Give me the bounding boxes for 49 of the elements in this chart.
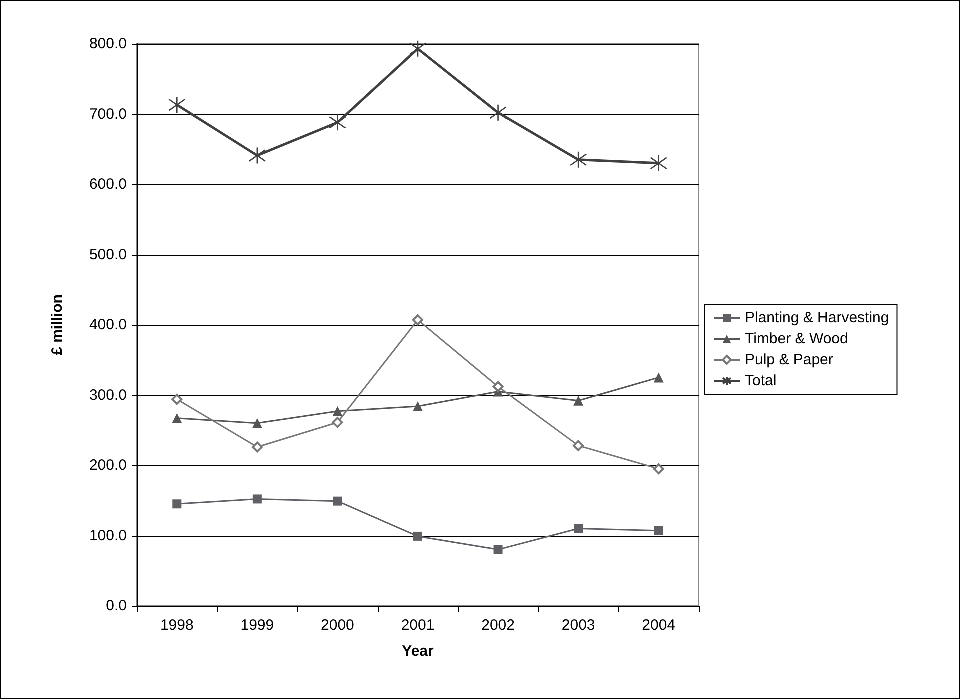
point (252, 494, 262, 504)
y-tick-label: 500.0 (89, 246, 127, 264)
point (414, 532, 422, 541)
point (654, 526, 664, 536)
y-tick-label: 700.0 (89, 106, 127, 123)
y-tick-label: 100.0 (89, 527, 127, 544)
point (570, 151, 588, 169)
point (573, 440, 584, 452)
point (492, 381, 504, 392)
point (574, 396, 584, 406)
legend-label: Planting & Harvesting (745, 310, 890, 326)
point (490, 104, 507, 122)
point (412, 314, 424, 326)
x-tick-label: 2003 (562, 617, 596, 634)
point (409, 40, 427, 58)
legend-label: Total (745, 372, 777, 390)
point (252, 442, 263, 453)
point (172, 413, 182, 424)
y-tick-label: 300.0 (89, 386, 127, 404)
point (494, 545, 503, 554)
point (172, 394, 183, 405)
x-tick-label: 1999 (240, 617, 274, 634)
x-tick-label: 1998 (160, 617, 194, 634)
point (248, 147, 266, 164)
point (650, 154, 668, 172)
y-tick-label: 200.0 (89, 457, 127, 474)
point (413, 401, 423, 412)
point (574, 524, 584, 534)
point (332, 417, 344, 428)
legend-label: Timber & Wood (745, 330, 848, 348)
point (329, 114, 346, 132)
x-axis-title: Year (402, 643, 434, 660)
point (653, 464, 664, 475)
point (172, 500, 182, 509)
x-tick-label: 2000 (321, 617, 354, 634)
point (332, 406, 343, 416)
point (333, 496, 342, 506)
y-axis-title: £ million (49, 294, 66, 356)
point (654, 372, 664, 383)
y-tick-label: 0.0 (106, 598, 127, 614)
x-tick-label: 2002 (482, 617, 515, 634)
x-tick-label: 2004 (642, 617, 676, 634)
x-tick-label: 2001 (401, 617, 435, 634)
y-tick-label: 800.0 (89, 36, 127, 52)
y-tick-label: 600.0 (89, 176, 127, 193)
point (252, 418, 262, 428)
point (168, 96, 186, 114)
y-tick-label: 400.0 (89, 316, 127, 334)
legend-label: Pulp & Paper (745, 352, 834, 368)
